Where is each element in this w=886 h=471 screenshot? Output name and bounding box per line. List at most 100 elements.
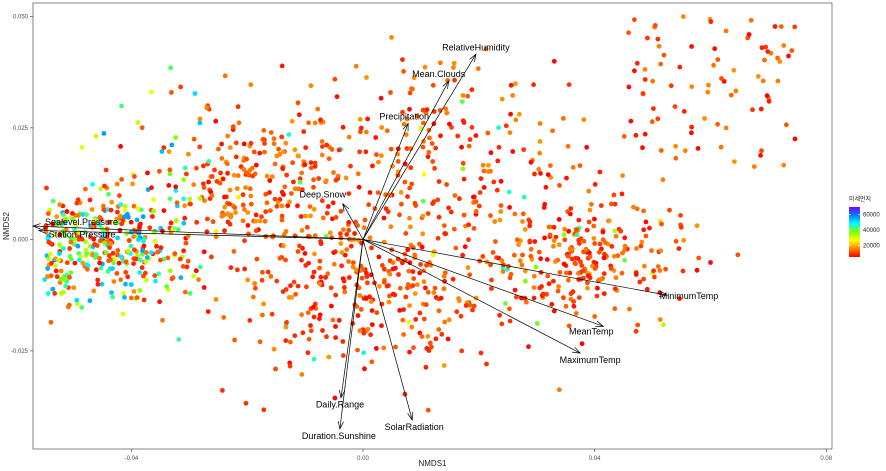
data-point	[110, 250, 116, 256]
data-point	[651, 268, 656, 274]
data-point	[538, 256, 544, 262]
data-point	[531, 295, 537, 301]
data-point	[537, 139, 543, 144]
data-point	[346, 259, 351, 264]
data-point	[423, 364, 429, 370]
data-point	[403, 294, 409, 300]
data-point	[755, 74, 761, 79]
data-point	[517, 258, 523, 264]
data-point	[439, 331, 445, 337]
data-point	[591, 236, 597, 241]
data-point	[289, 295, 295, 300]
data-point	[748, 17, 754, 23]
data-point	[733, 88, 739, 94]
data-point	[181, 196, 187, 202]
data-point	[583, 246, 589, 252]
data-point	[152, 273, 158, 278]
data-point	[471, 303, 477, 309]
vector-arrow	[362, 80, 450, 240]
data-point	[441, 223, 447, 229]
data-point	[315, 106, 321, 112]
data-point	[80, 260, 86, 266]
data-point	[543, 184, 549, 190]
data-point	[115, 235, 120, 241]
data-point	[513, 117, 519, 123]
data-point	[338, 235, 344, 241]
data-point	[222, 228, 227, 234]
data-point	[766, 98, 772, 104]
data-point	[545, 172, 551, 178]
data-point	[750, 107, 755, 113]
data-point	[213, 297, 219, 302]
data-point	[257, 218, 263, 224]
data-point	[551, 224, 557, 230]
data-point	[312, 251, 317, 257]
data-point	[72, 260, 78, 266]
data-point	[421, 279, 427, 285]
data-point	[403, 132, 409, 138]
data-point	[58, 276, 64, 282]
data-point	[234, 186, 240, 192]
data-point	[308, 83, 314, 89]
data-point	[95, 277, 101, 283]
data-point	[249, 165, 255, 171]
data-point	[507, 306, 512, 312]
data-point	[373, 135, 379, 140]
data-point	[488, 262, 493, 268]
data-point	[407, 303, 412, 308]
data-point	[442, 319, 448, 325]
data-point	[114, 181, 120, 187]
data-point	[633, 132, 639, 138]
data-point	[792, 136, 798, 142]
data-point	[319, 198, 325, 204]
data-point	[206, 158, 212, 164]
data-point	[219, 141, 225, 147]
data-point	[317, 258, 323, 264]
data-point	[524, 299, 529, 305]
data-point	[320, 215, 326, 221]
data-point	[469, 87, 475, 93]
data-point	[106, 191, 111, 197]
data-point	[407, 260, 413, 266]
data-point	[131, 289, 137, 294]
vector-arrow	[362, 239, 604, 327]
data-point	[292, 147, 298, 153]
data-point	[388, 146, 394, 152]
data-point	[424, 346, 430, 351]
y-tick-label: -0.025	[11, 349, 29, 355]
data-point	[510, 149, 516, 154]
data-point	[242, 266, 248, 272]
data-point	[496, 125, 501, 131]
data-point	[174, 200, 180, 206]
data-point	[324, 142, 330, 148]
vector-arrow	[32, 225, 364, 240]
data-point	[333, 215, 339, 220]
data-point	[187, 196, 193, 202]
data-point	[116, 260, 122, 266]
data-point	[122, 207, 128, 213]
data-point	[62, 233, 68, 239]
data-point	[178, 275, 184, 281]
data-point	[224, 161, 230, 167]
data-point	[341, 278, 347, 284]
vector-arrow	[362, 123, 409, 240]
data-point	[80, 212, 86, 217]
data-point	[417, 241, 422, 247]
data-point	[253, 285, 258, 291]
data-point	[380, 263, 385, 268]
data-point	[260, 312, 265, 318]
data-point	[436, 308, 442, 314]
data-point	[781, 43, 787, 48]
data-point	[342, 285, 347, 290]
data-point	[91, 288, 97, 294]
data-point	[91, 218, 97, 223]
data-point	[101, 207, 107, 213]
data-point	[772, 24, 778, 29]
data-point	[431, 290, 437, 295]
data-point	[532, 239, 538, 244]
data-point	[621, 134, 627, 139]
data-point	[397, 285, 403, 291]
data-point	[627, 306, 632, 312]
